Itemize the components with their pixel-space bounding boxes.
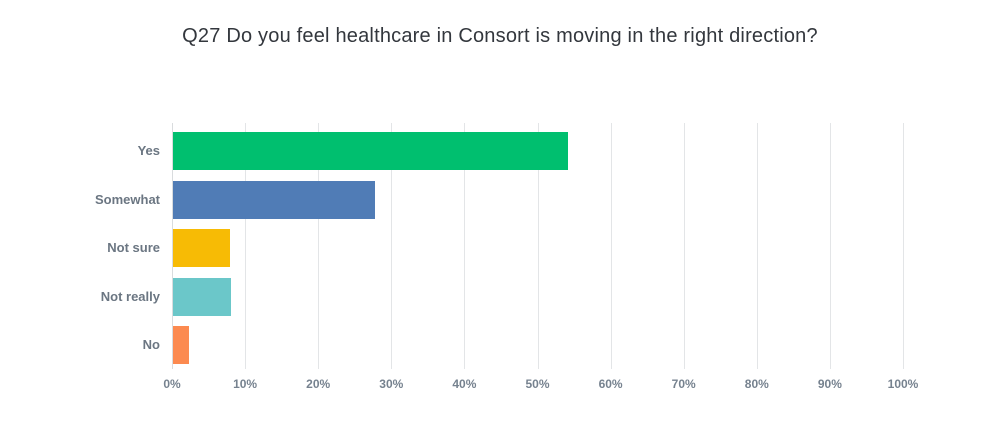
plot-area: Yes Somewhat Not sure Not really No — [95, 123, 904, 369]
bar-not-really — [173, 277, 231, 316]
gridline — [245, 123, 247, 369]
bar-no — [173, 325, 190, 364]
gridline — [391, 123, 393, 369]
gridline — [537, 123, 539, 369]
x-tick-label: 90% — [817, 377, 842, 391]
category-label-yes: Yes — [137, 143, 160, 159]
x-tick-label: 100% — [887, 377, 919, 391]
axis-zero-line — [172, 123, 173, 369]
gridline — [903, 123, 904, 369]
gridline — [610, 123, 612, 369]
category-label-somewhat: Somewhat — [94, 191, 160, 207]
x-tick-label: 40% — [452, 377, 477, 391]
x-tick-label: 60% — [598, 377, 623, 391]
x-tick-label: 50% — [525, 377, 550, 391]
gridline — [464, 123, 466, 369]
bar-yes — [173, 132, 568, 171]
x-tick-label: 0% — [163, 377, 181, 391]
bar-somewhat — [173, 180, 375, 219]
chart-title: Q27 Do you feel healthcare in Consort is… — [182, 25, 818, 47]
x-tick-label: 70% — [671, 377, 696, 391]
gridline — [318, 123, 320, 369]
x-tick-label: 30% — [379, 377, 404, 391]
x-tick-label: 20% — [306, 377, 331, 391]
gridline — [756, 123, 758, 369]
bar-not-sure — [173, 229, 231, 268]
category-label-not-really: Not really — [100, 288, 160, 304]
x-tick-label: 80% — [744, 377, 769, 391]
gridline — [829, 123, 831, 369]
x-tick-label: 10% — [233, 377, 258, 391]
category-label-no: No — [142, 336, 160, 352]
gridline — [683, 123, 685, 369]
category-label-not-sure: Not sure — [107, 240, 160, 256]
